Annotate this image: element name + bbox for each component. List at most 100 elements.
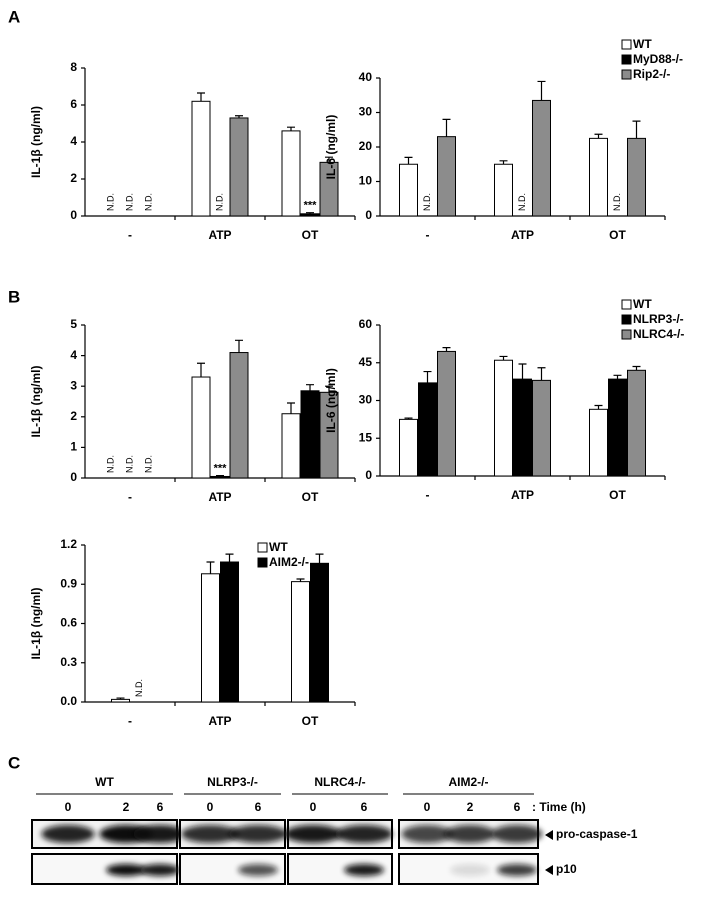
bar (220, 561, 239, 703)
error-bar (442, 118, 451, 137)
y-tick-label: 40 (359, 70, 373, 84)
error-bar (325, 156, 333, 163)
y-tick-label: 60 (359, 317, 373, 331)
error-bar (632, 120, 641, 139)
bar (229, 117, 249, 217)
y-tick-label: 0 (365, 208, 372, 222)
band-arrow (545, 830, 553, 840)
annotation: *** (214, 462, 228, 474)
bar (627, 137, 646, 217)
lane-label: 2 (467, 800, 474, 814)
y-axis-label: IL-1β (ng/ml) (29, 106, 43, 178)
value-label: N.D. (214, 193, 224, 211)
chart: 0 1 2 3 4 5 IL-1β (ng/ml) - ATP OT N.D. N.D. N.D. *** (29, 317, 356, 504)
bar (191, 376, 211, 479)
x-tick-label: ATP (511, 488, 534, 502)
blot-band (444, 825, 496, 843)
blot-band (229, 825, 287, 843)
error-bar (225, 553, 234, 563)
blot-band (41, 825, 95, 843)
y-tick-label: 4 (70, 134, 77, 148)
y-tick-label: 6 (70, 97, 77, 111)
blot-band (491, 825, 543, 843)
y-axis-label: IL-6 (ng/ml) (324, 368, 338, 433)
error-bar (287, 126, 295, 131)
legend-swatch (257, 542, 268, 553)
group-label: AIM2-/- (449, 775, 489, 789)
bar (627, 369, 646, 477)
lane-label: 6 (514, 800, 521, 814)
y-axis-label: IL-6 (ng/ml) (324, 115, 338, 180)
blot-band (106, 864, 146, 876)
value-label: N.D. (124, 455, 134, 473)
legend-label: NLRP3-/- (633, 312, 684, 326)
lane-label: 2 (123, 800, 130, 814)
legend-swatch (621, 314, 632, 325)
value-label: N.D. (105, 193, 115, 211)
lane-label: 0 (65, 800, 72, 814)
blot-band (140, 864, 180, 876)
error-bar (235, 115, 243, 118)
x-tick-label: - (128, 490, 132, 504)
x-tick-label: ATP (208, 228, 231, 242)
y-tick-label: 0 (70, 470, 77, 484)
error-bar (206, 561, 215, 574)
blot-band (497, 864, 537, 876)
legend-label: NLRC4-/- (633, 327, 684, 341)
error-bar (594, 404, 603, 410)
y-tick-label: 2 (70, 171, 77, 185)
y-axis-label: IL-1β (ng/ml) (29, 366, 43, 438)
value-label: N.D. (105, 455, 115, 473)
annotation: *** (304, 200, 318, 212)
y-tick-label: 0.3 (60, 655, 77, 669)
value-label: N.D. (143, 193, 153, 211)
x-tick-label: OT (302, 714, 319, 728)
bar (532, 99, 551, 217)
lane-label: 0 (207, 800, 214, 814)
y-tick-label: 1 (70, 440, 77, 454)
legend-label: AIM2-/- (269, 555, 309, 569)
lane-label: 0 (424, 800, 431, 814)
error-bar (296, 578, 305, 582)
time-label: : Time (h) (532, 800, 586, 814)
error-bar (423, 370, 432, 383)
y-tick-label: 10 (359, 174, 373, 188)
y-tick-label: 0.9 (60, 576, 77, 590)
error-bar (613, 374, 622, 380)
bar (589, 137, 608, 217)
legend-label: WT (633, 297, 652, 311)
legend-swatch (621, 329, 632, 340)
y-tick-label: 20 (359, 139, 373, 153)
y-tick-label: 45 (359, 355, 373, 369)
band-arrow (545, 865, 553, 875)
y-tick-label: 3 (70, 378, 77, 392)
bar (210, 475, 230, 479)
x-tick-label: OT (609, 228, 626, 242)
legend-swatch (621, 299, 632, 310)
value-label: N.D. (517, 193, 527, 211)
blot-band (344, 864, 384, 876)
value-label: N.D. (134, 679, 144, 697)
y-tick-label: 30 (359, 105, 373, 119)
group-label: WT (95, 775, 114, 789)
error-bar (404, 156, 413, 165)
panel-label: A (8, 7, 20, 26)
x-tick-label: OT (302, 228, 319, 242)
chart: 0 10 20 30 40 IL-6 (ng/ml) - ATP OT N.D. N.D. N.D. W… (324, 37, 683, 242)
y-tick-label: 2 (70, 409, 77, 423)
y-tick-label: 1.2 (60, 537, 77, 551)
y-tick-label: 4 (70, 348, 77, 362)
lane-label: 6 (255, 800, 262, 814)
bar (201, 573, 220, 703)
x-tick-label: OT (302, 490, 319, 504)
blot-band (284, 825, 342, 843)
x-tick-label: ATP (208, 490, 231, 504)
legend-swatch (621, 39, 632, 50)
x-tick-label: - (128, 228, 132, 242)
lane-label: 0 (310, 800, 317, 814)
bar (281, 130, 301, 217)
y-tick-label: 15 (359, 430, 373, 444)
legend-label: Rip2-/- (633, 67, 670, 81)
y-tick-label: 30 (359, 393, 373, 407)
